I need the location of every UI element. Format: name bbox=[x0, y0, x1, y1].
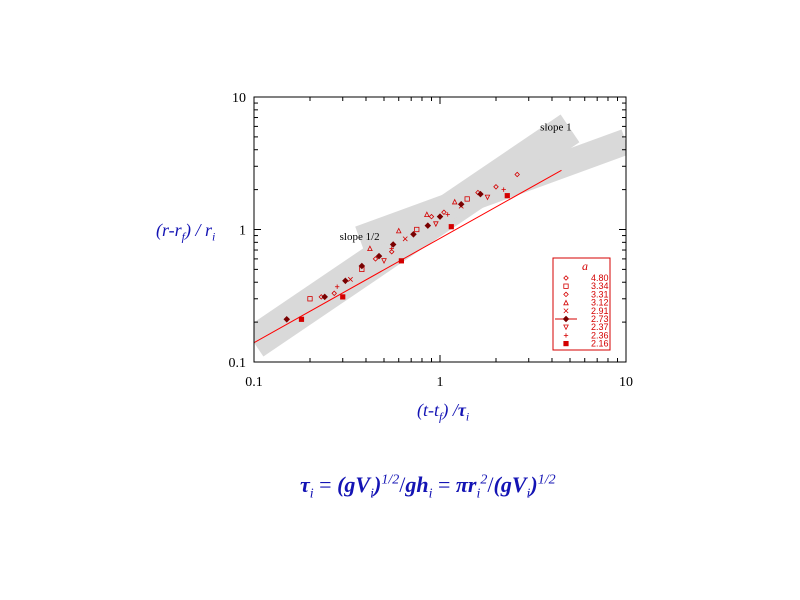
data-point bbox=[298, 316, 305, 322]
x-axis-label: (t-tf) /τi bbox=[417, 400, 470, 424]
data-point bbox=[410, 231, 417, 238]
data-point bbox=[402, 236, 408, 242]
data-point bbox=[321, 293, 328, 301]
data-point bbox=[395, 227, 402, 234]
legend-entry: 2.91 bbox=[591, 306, 609, 316]
legend-title: a bbox=[582, 259, 588, 273]
x-tick-label: 10 bbox=[619, 375, 633, 390]
data-point bbox=[501, 187, 506, 192]
legend-entry: 2.16 bbox=[591, 339, 609, 349]
slope-bands bbox=[254, 114, 626, 357]
legend-marker bbox=[563, 299, 569, 306]
data-point bbox=[342, 277, 349, 285]
y-tick-label: 10 bbox=[232, 91, 246, 106]
data-point bbox=[283, 316, 291, 323]
data-points bbox=[283, 171, 520, 323]
y-tick-label: 0.1 bbox=[229, 356, 247, 371]
data-point bbox=[493, 184, 499, 190]
data-point bbox=[334, 284, 340, 289]
annotations: slope 1 slope 1/2 bbox=[340, 121, 572, 243]
data-point bbox=[464, 196, 470, 202]
data-point bbox=[367, 245, 373, 252]
legend-marker bbox=[563, 291, 569, 298]
y-axis-label: (r-rf) / ri bbox=[156, 220, 216, 244]
data-point bbox=[436, 213, 444, 220]
tau-formula: τi = (gVi)1/2/ghi = πri2/(gVi)1/2 bbox=[300, 472, 556, 502]
axis-ticks bbox=[254, 97, 626, 362]
data-point bbox=[514, 171, 520, 178]
data-point bbox=[372, 256, 379, 262]
legend-box bbox=[552, 257, 611, 351]
data-point bbox=[441, 209, 447, 215]
slope-1-label: slope 1 bbox=[540, 121, 571, 133]
data-point bbox=[428, 213, 435, 220]
band-slope-half bbox=[355, 129, 626, 252]
data-point bbox=[307, 296, 313, 302]
legend-marker bbox=[563, 340, 569, 347]
legend-entry: 3.31 bbox=[591, 289, 609, 299]
data-point bbox=[340, 294, 346, 300]
legend-marker bbox=[563, 324, 569, 331]
legend-entry: 4.80 bbox=[591, 273, 609, 283]
legend-entry: 3.12 bbox=[591, 298, 609, 308]
tick-labels: 0.1 1 10 0.1 1 10 bbox=[229, 91, 634, 390]
x-tick-label: 1 bbox=[437, 375, 444, 390]
data-point bbox=[504, 193, 510, 199]
data-point bbox=[457, 201, 465, 208]
legend-entry: 2.73 bbox=[591, 314, 609, 324]
legend: a4.803.343.313.122.912.732.372.362.16 bbox=[552, 257, 611, 351]
legend-marker bbox=[563, 333, 569, 338]
slope-half-label: slope 1/2 bbox=[340, 231, 380, 243]
data-point bbox=[358, 262, 366, 270]
data-point bbox=[448, 224, 454, 230]
legend-entry: 2.37 bbox=[591, 322, 609, 332]
data-point bbox=[389, 241, 397, 248]
data-point bbox=[375, 252, 383, 260]
data-point bbox=[484, 194, 491, 201]
data-point bbox=[381, 258, 387, 264]
data-point bbox=[424, 222, 432, 229]
data-point bbox=[389, 246, 394, 251]
legend-entry: 2.36 bbox=[591, 330, 609, 340]
data-point bbox=[433, 221, 439, 228]
legend-marker bbox=[563, 275, 569, 281]
data-point bbox=[347, 276, 353, 282]
x-tick-label: 0.1 bbox=[245, 375, 263, 390]
data-point bbox=[451, 198, 458, 205]
legend-entry: 3.34 bbox=[591, 281, 609, 291]
fit-line-group bbox=[254, 169, 562, 344]
legend-marker bbox=[563, 308, 569, 314]
legend-marker bbox=[563, 283, 569, 289]
y-tick-label: 1 bbox=[239, 224, 246, 239]
fit-line bbox=[254, 169, 562, 344]
data-point bbox=[424, 211, 430, 218]
data-point bbox=[445, 212, 450, 217]
data-point bbox=[414, 226, 420, 233]
data-point bbox=[477, 190, 484, 198]
data-point bbox=[398, 258, 404, 264]
data-point bbox=[331, 290, 337, 297]
data-point bbox=[388, 248, 395, 255]
legend-marker bbox=[562, 315, 570, 323]
